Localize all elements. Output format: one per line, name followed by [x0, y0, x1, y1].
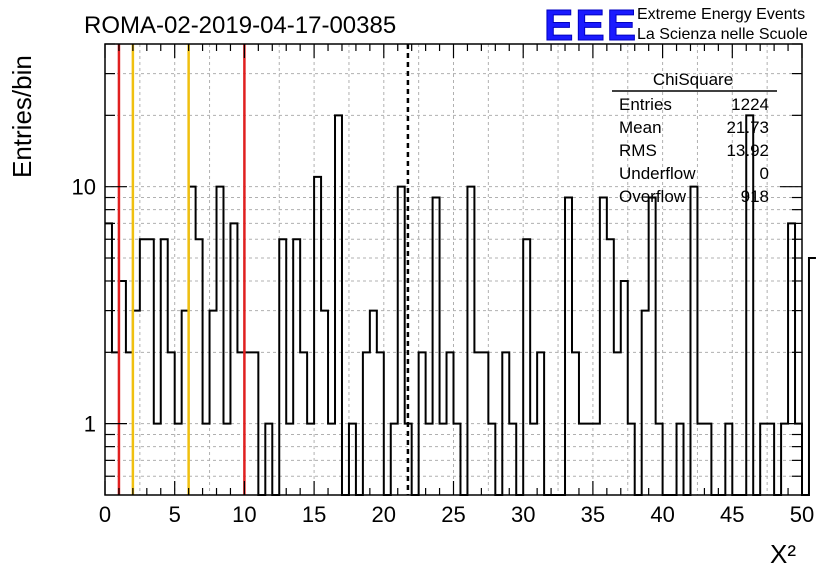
histogram-bin	[649, 198, 656, 495]
y-tick-label: 10	[72, 175, 96, 200]
eee-logo: EEE Extreme Energy Events La Scienza nel…	[544, 1, 808, 51]
x-tick-label: 25	[441, 502, 465, 527]
stats-row-value: 918	[741, 187, 769, 206]
stats-box: ChiSquare Entries 1224 Mean 21.73 RMS 13.92 Un…	[612, 70, 777, 206]
stats-title: ChiSquare	[653, 70, 733, 89]
logo-line-2: La Scienza nelle Scuole	[637, 26, 808, 43]
histogram-bin	[293, 239, 300, 495]
histogram-bin	[607, 239, 614, 495]
histogram-bin	[140, 239, 147, 495]
histogram-bin	[105, 223, 112, 495]
logo-line-1: Extreme Energy Events	[637, 6, 805, 23]
histogram-bin	[809, 258, 816, 495]
stats-row-value: 13.92	[726, 141, 769, 160]
x-tick-label: 0	[99, 502, 111, 527]
histogram-bin	[467, 187, 474, 495]
histogram-bin	[621, 281, 628, 495]
stats-row-value: 0	[760, 164, 769, 183]
histogram-bin	[788, 223, 795, 495]
x-tick-label: 5	[169, 502, 181, 527]
histogram-bin	[314, 177, 321, 495]
stats-row-label: Underflow	[619, 164, 696, 183]
histogram-bin	[746, 115, 753, 495]
y-axis-label: Entries/bin	[7, 55, 37, 178]
histogram-bin	[642, 311, 649, 495]
histogram-bin	[398, 187, 405, 495]
histogram-bin	[230, 223, 237, 495]
histogram-bin	[196, 239, 203, 495]
stats-row-label: Overflow	[619, 187, 687, 206]
histogram-bin	[433, 198, 440, 495]
x-axis-label: X²	[770, 539, 796, 569]
logo-mark: EEE	[544, 1, 638, 50]
histogram-bin	[279, 239, 286, 495]
histogram-bin	[565, 198, 572, 495]
x-tick-label: 35	[581, 502, 605, 527]
histogram-bin	[321, 311, 328, 495]
histogram-bin	[147, 239, 154, 495]
histogram-bars	[105, 114, 816, 496]
reference-lines	[117, 44, 410, 495]
stats-row-value: 1224	[731, 95, 769, 114]
y-tick-labels: 1 10	[72, 175, 96, 437]
grid-lines	[105, 44, 802, 495]
histogram-bin	[217, 187, 224, 495]
stats-row-label: Entries	[619, 95, 672, 114]
x-tick-labels: 0 5 10 15 20 25 30 35 40 45 50	[99, 502, 814, 527]
x-tick-label: 20	[372, 502, 396, 527]
x-tick-label: 15	[302, 502, 326, 527]
x-tick-label: 50	[790, 502, 814, 527]
histogram-bin	[370, 311, 377, 495]
x-tick-label: 45	[720, 502, 744, 527]
axis-ticks	[104, 43, 803, 495]
histogram-bin	[523, 239, 530, 495]
histogram-bin	[335, 115, 342, 495]
histogram-bin	[161, 239, 168, 495]
stats-row-label: RMS	[619, 141, 657, 160]
stats-row-label: Mean	[619, 118, 662, 137]
histogram-outline	[105, 114, 816, 496]
x-tick-label: 30	[511, 502, 535, 527]
x-tick-label: 40	[650, 502, 674, 527]
x-tick-label: 10	[232, 502, 256, 527]
y-tick-label: 1	[84, 412, 96, 437]
stats-row-value: 21.73	[726, 118, 769, 137]
histogram-bin	[690, 187, 697, 495]
histogram-bin	[210, 311, 217, 495]
histogram-bin	[600, 198, 607, 495]
chart-title: ROMA-02-2019-04-17-00385	[84, 12, 396, 39]
